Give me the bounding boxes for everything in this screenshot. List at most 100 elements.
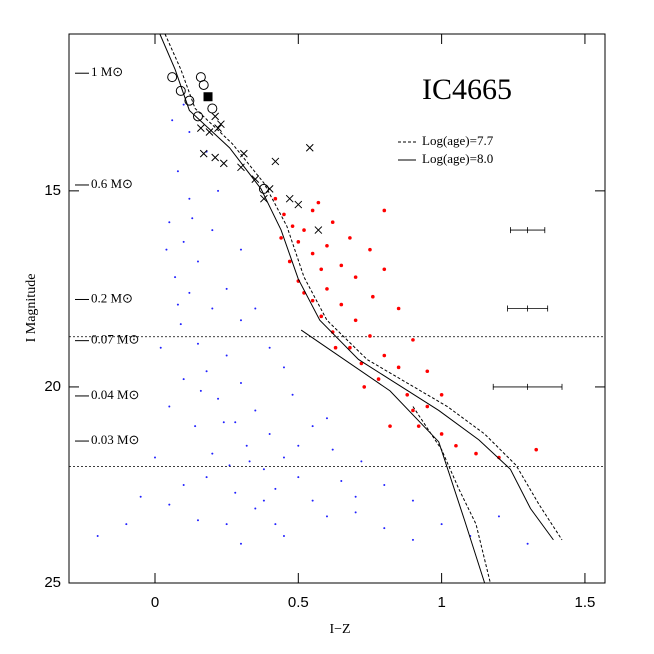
- y-tick-label: 20: [44, 378, 61, 395]
- field-star: [526, 542, 529, 545]
- member-star: [411, 408, 415, 413]
- legend-label: Log(age)=7.7: [422, 133, 494, 148]
- member-star: [319, 267, 324, 272]
- cross-marker: [305, 143, 314, 152]
- circle-marker: [207, 103, 218, 114]
- field-star: [497, 515, 500, 518]
- field-star: [205, 370, 208, 373]
- member-star: [388, 424, 392, 428]
- field-star: [254, 307, 257, 310]
- member-star: [339, 302, 344, 307]
- field-star: [225, 354, 228, 357]
- field-star: [182, 240, 185, 243]
- member-star: [425, 404, 430, 409]
- field-star: [211, 307, 214, 310]
- field-star: [297, 444, 300, 447]
- field-star: [297, 476, 300, 479]
- field-star: [188, 131, 191, 134]
- isochrone: [164, 33, 563, 584]
- field-star: [168, 221, 171, 224]
- field-star: [205, 476, 208, 479]
- field-star: [325, 515, 328, 518]
- x-tick-label: 1: [437, 594, 445, 611]
- field-star: [262, 499, 265, 502]
- cross-marker: [214, 124, 222, 132]
- x-tick-label: 0.5: [288, 594, 309, 611]
- field-star: [217, 189, 220, 192]
- member-star: [296, 240, 301, 244]
- cross-marker: [265, 185, 274, 193]
- circle-marker: [192, 111, 203, 122]
- mass-label: 1 M⊙: [91, 64, 123, 79]
- field-star: [262, 468, 265, 471]
- member-star: [439, 392, 444, 397]
- mass-label: 0.2 M⊙: [91, 290, 133, 305]
- member-star: [279, 236, 283, 240]
- field-star: [291, 393, 294, 396]
- field-star: [139, 495, 142, 498]
- field-star: [176, 170, 179, 173]
- cross-marker: [217, 120, 225, 129]
- field-star: [325, 417, 328, 420]
- field-star: [199, 389, 202, 392]
- member-star: [396, 365, 401, 370]
- cross-marker: [239, 149, 248, 158]
- field-star: [168, 405, 171, 408]
- field-star: [254, 507, 257, 510]
- member-star: [310, 298, 315, 303]
- field-star: [274, 487, 277, 490]
- member-star: [290, 224, 295, 228]
- field-star: [254, 409, 257, 412]
- field-star: [182, 378, 185, 381]
- field-star: [225, 287, 228, 290]
- mass-label: 0.03 M⊙: [91, 432, 139, 447]
- circle-marker: [198, 79, 209, 90]
- mass-label: 0.07 M⊙: [91, 332, 139, 347]
- field-star: [191, 217, 194, 220]
- mass-label: 0.04 M⊙: [91, 387, 139, 402]
- x-tick-label: 1.5: [575, 594, 596, 611]
- field-star: [196, 519, 199, 522]
- field-star: [211, 229, 214, 232]
- field-star: [239, 382, 242, 385]
- member-star: [396, 306, 401, 311]
- field-star: [411, 538, 414, 541]
- member-star: [325, 287, 329, 291]
- cross-marker: [260, 194, 268, 203]
- cross-marker: [294, 200, 303, 209]
- member-star: [287, 259, 292, 264]
- legend-label: Log(age)=8.0: [422, 151, 493, 166]
- cross-marker: [211, 112, 220, 121]
- error-bar: [507, 305, 549, 312]
- field-star: [217, 397, 220, 400]
- circle-marker: [258, 183, 269, 194]
- field-star: [274, 523, 277, 526]
- member-star: [273, 196, 278, 201]
- member-star: [319, 314, 324, 319]
- member-star: [353, 275, 358, 279]
- error-bar: [492, 383, 563, 390]
- member-star: [371, 294, 375, 299]
- field-star: [354, 495, 357, 498]
- field-star: [188, 291, 191, 294]
- x-axis-label: I−Z: [329, 622, 350, 637]
- member-star: [454, 443, 458, 448]
- circle-marker: [184, 95, 195, 106]
- field-star: [282, 534, 285, 537]
- cross-marker: [196, 124, 205, 132]
- field-star: [222, 421, 225, 424]
- y-axis-label: I Magnitude: [24, 274, 39, 343]
- field-star: [171, 119, 174, 122]
- field-star: [153, 456, 156, 459]
- field-star: [225, 523, 228, 526]
- member-star: [359, 361, 364, 366]
- field-star: [268, 432, 271, 435]
- member-star: [376, 377, 381, 381]
- isochrone: [159, 33, 554, 584]
- member-star: [474, 451, 478, 456]
- field-star: [440, 523, 443, 526]
- member-star: [368, 247, 372, 252]
- cross-marker: [285, 194, 294, 203]
- y-tick-label: 25: [44, 574, 61, 591]
